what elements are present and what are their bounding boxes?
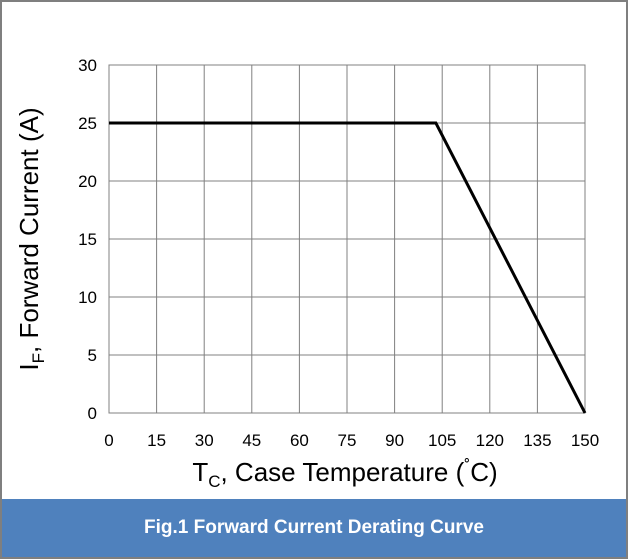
x-tick-label: 120 [476, 431, 504, 450]
y-tick-label: 10 [78, 288, 97, 307]
x-tick-label: 60 [290, 431, 309, 450]
x-axis-label-main: T [192, 457, 208, 487]
y-axis-label-sub: F [29, 353, 48, 363]
figure-caption: Fig.1 Forward Current Derating Curve [2, 499, 626, 557]
x-tick-label: 90 [385, 431, 404, 450]
x-axis-label-unit: C) [470, 457, 497, 487]
derating-chart: 0 5 10 15 20 25 30 0 15 30 45 60 75 90 105 120 135 150 I… [14, 56, 599, 491]
plot-border [108, 64, 586, 414]
x-tick-label: 150 [571, 431, 599, 450]
y-tick-labels: 0 5 10 15 20 25 30 [78, 56, 97, 423]
y-tick-label: 0 [88, 404, 97, 423]
x-tick-label: 30 [195, 431, 214, 450]
derating-curve-line [109, 121, 587, 414]
y-axis-label-main: I [14, 363, 44, 370]
figure-caption-text: Fig.1 Forward Current Derating Curve [144, 517, 484, 538]
x-axis-label-degree: ˚ [464, 457, 470, 477]
x-tick-label: 105 [428, 431, 456, 450]
y-axis-label: IF, Forward Current (A) [14, 107, 48, 370]
grid [108, 64, 586, 414]
x-axis-label: TC, Case Temperature (˚C) [192, 457, 497, 491]
y-axis-label-rest: , Forward Current (A) [14, 107, 44, 353]
x-tick-label: 45 [242, 431, 261, 450]
x-tick-labels: 0 15 30 45 60 75 90 105 120 135 150 [104, 431, 599, 450]
x-tick-label: 0 [104, 431, 113, 450]
y-tick-label: 25 [78, 114, 97, 133]
x-axis-label-rest: , Case Temperature ( [220, 457, 464, 487]
x-tick-label: 135 [523, 431, 551, 450]
y-tick-label: 30 [78, 56, 97, 75]
series [109, 121, 587, 414]
y-tick-label: 5 [88, 346, 97, 365]
y-tick-label: 20 [78, 172, 97, 191]
x-axis-label-sub: C [208, 472, 220, 491]
x-tick-label: 15 [147, 431, 166, 450]
x-tick-label: 75 [338, 431, 357, 450]
y-tick-label: 15 [78, 230, 97, 249]
chart-area: 0 5 10 15 20 25 30 0 15 30 45 60 75 90 105 120 135 150 I… [2, 2, 626, 499]
